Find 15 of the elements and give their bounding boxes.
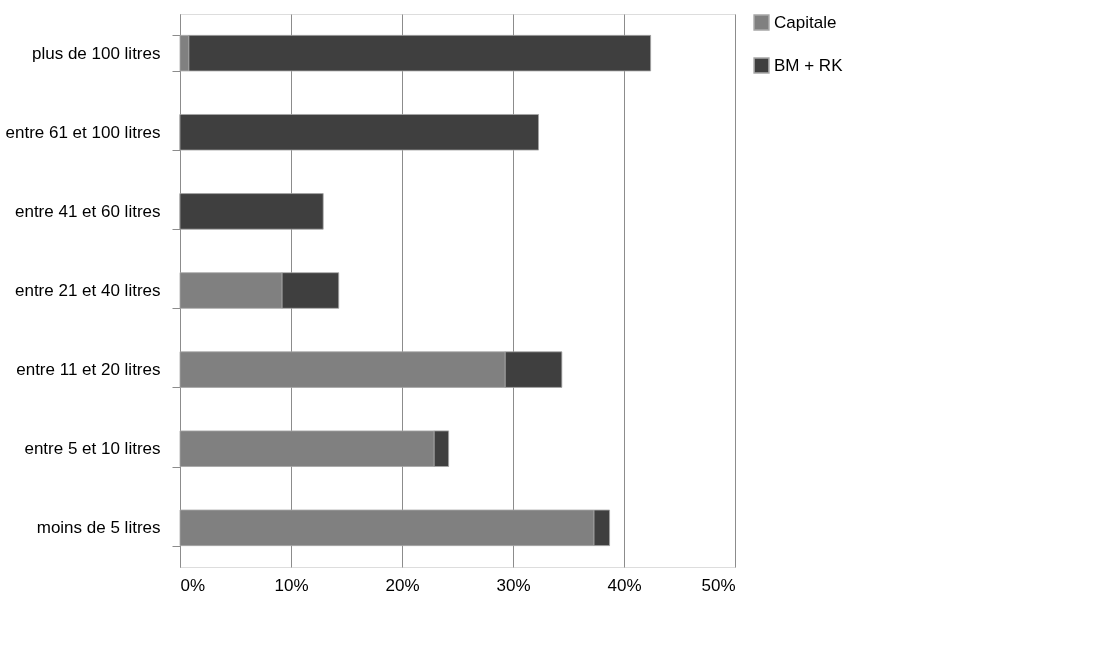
x-tick-label: 40% — [607, 575, 642, 595]
x-tick-label: 10% — [274, 575, 309, 595]
y-tick-label: entre 61 et 100 litres — [5, 122, 161, 142]
y-tick-label: entre 5 et 10 litres — [24, 439, 161, 459]
legend-label: BM + RK — [774, 55, 844, 75]
y-tick-label: entre 11 et 20 litres — [16, 360, 161, 380]
x-tick-label: 20% — [385, 575, 420, 595]
legend-label: Capitale — [774, 12, 837, 32]
y-tick-label: entre 41 et 60 litres — [14, 201, 161, 221]
x-tick-label: 30% — [496, 575, 531, 595]
y-tick-label: moins de 5 litres — [36, 518, 161, 538]
x-tick-label: 0% — [180, 575, 206, 595]
y-tick-label: entre 21 et 40 litres — [14, 281, 161, 300]
x-tick-label: 50% — [701, 575, 736, 595]
y-tick-label: plus de 100 litres — [31, 43, 161, 63]
